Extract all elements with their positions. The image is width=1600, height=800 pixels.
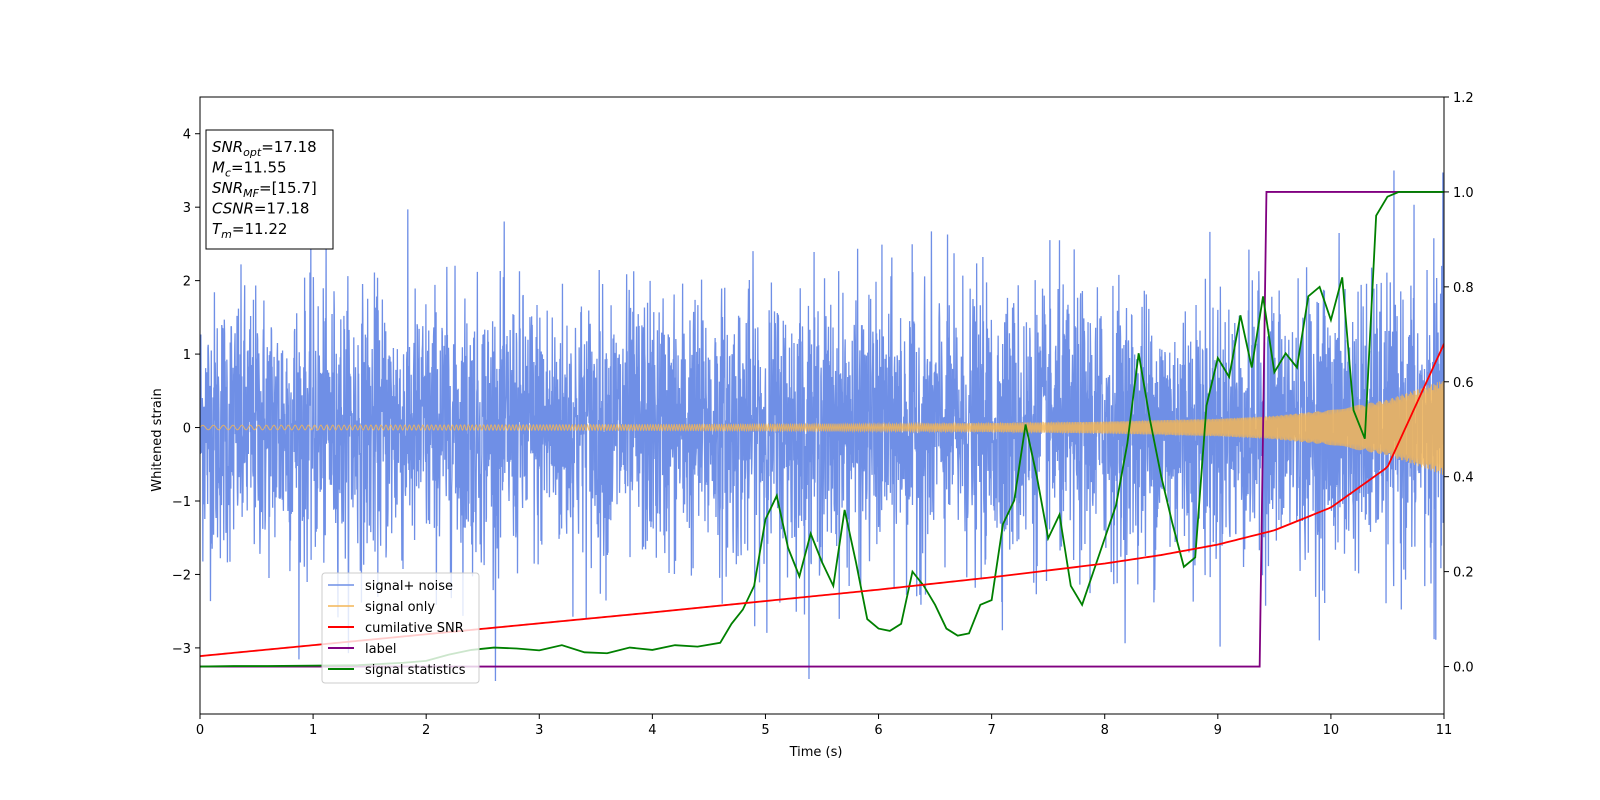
x-tick-label: 9 [1214, 723, 1222, 738]
info-box: SNRopt=17.18Mc=11.55SNRMF=[15.7]CSNR=17.… [205, 129, 334, 250]
info-line: Tm=11.22 [212, 220, 287, 241]
x-tick-label: 5 [761, 723, 769, 738]
y-right-tick-label: 1.2 [1453, 91, 1474, 106]
y-left-tick-label: 2 [183, 275, 191, 290]
series-signal-statistics [200, 191, 1444, 668]
legend-entry: signal only [365, 600, 435, 615]
legend-entry: label [365, 642, 396, 657]
x-tick-label: 8 [1101, 723, 1109, 738]
y-right-tick-label: 0.8 [1453, 281, 1474, 296]
info-line: SNRopt=17.18 [212, 138, 317, 159]
legend: signal+ noise signal only cumilative SNR la… [321, 572, 480, 684]
y-left-tick-label: 0 [183, 422, 191, 437]
y-left-tick-label: −2 [172, 568, 191, 583]
series-label [200, 191, 1444, 668]
info-line: SNRMF=[15.7] [212, 179, 317, 200]
y-right-tick-label: 1.0 [1453, 186, 1474, 201]
x-tick-label: 11 [1436, 723, 1453, 738]
info-box-frame [205, 129, 334, 250]
x-tick-label: 2 [422, 723, 430, 738]
series-signal-only [200, 381, 1444, 475]
legend-entry: signal+ noise [365, 579, 453, 594]
x-tick-label: 1 [309, 723, 317, 738]
x-axis-label: Time (s) [789, 745, 843, 760]
y-left-tick-label: −1 [172, 495, 191, 510]
x-tick-label: 6 [874, 723, 882, 738]
x-tick-label: 4 [648, 723, 656, 738]
legend-entry: signal statistics [365, 663, 466, 678]
x-tick-label: 3 [535, 723, 543, 738]
legend-frame [321, 572, 480, 684]
legend-entry: cumilative SNR [365, 621, 464, 636]
x-tick-label: 10 [1323, 723, 1340, 738]
y-right-tick-label: 0.2 [1453, 566, 1474, 581]
y-left-tick-label: 3 [183, 201, 191, 216]
y-left-tick-label: 1 [183, 348, 191, 363]
y-left-tick-label: 4 [183, 128, 191, 143]
axes-layer: 0 1 2 3 4 5 6 7 8 9 10 11 −3 −2 −1 0 1 2 3 4 0.0 0.2 0.4 0.6 0.8… [172, 91, 1474, 738]
plot-frame [199, 96, 1445, 715]
y-axis-label: Whitened strain [150, 388, 165, 491]
info-line: Mc=11.55 [212, 159, 287, 180]
series-signal-noise [200, 170, 1444, 681]
y-right-tick-label: 0.0 [1453, 661, 1474, 676]
y-right-tick-label: 0.4 [1453, 471, 1474, 486]
info-line: CSNR=17.18 [212, 200, 309, 218]
x-tick-label: 0 [196, 723, 204, 738]
y-left-tick-label: −3 [172, 642, 191, 657]
y-right-tick-label: 0.6 [1453, 376, 1474, 391]
x-tick-label: 7 [987, 723, 995, 738]
